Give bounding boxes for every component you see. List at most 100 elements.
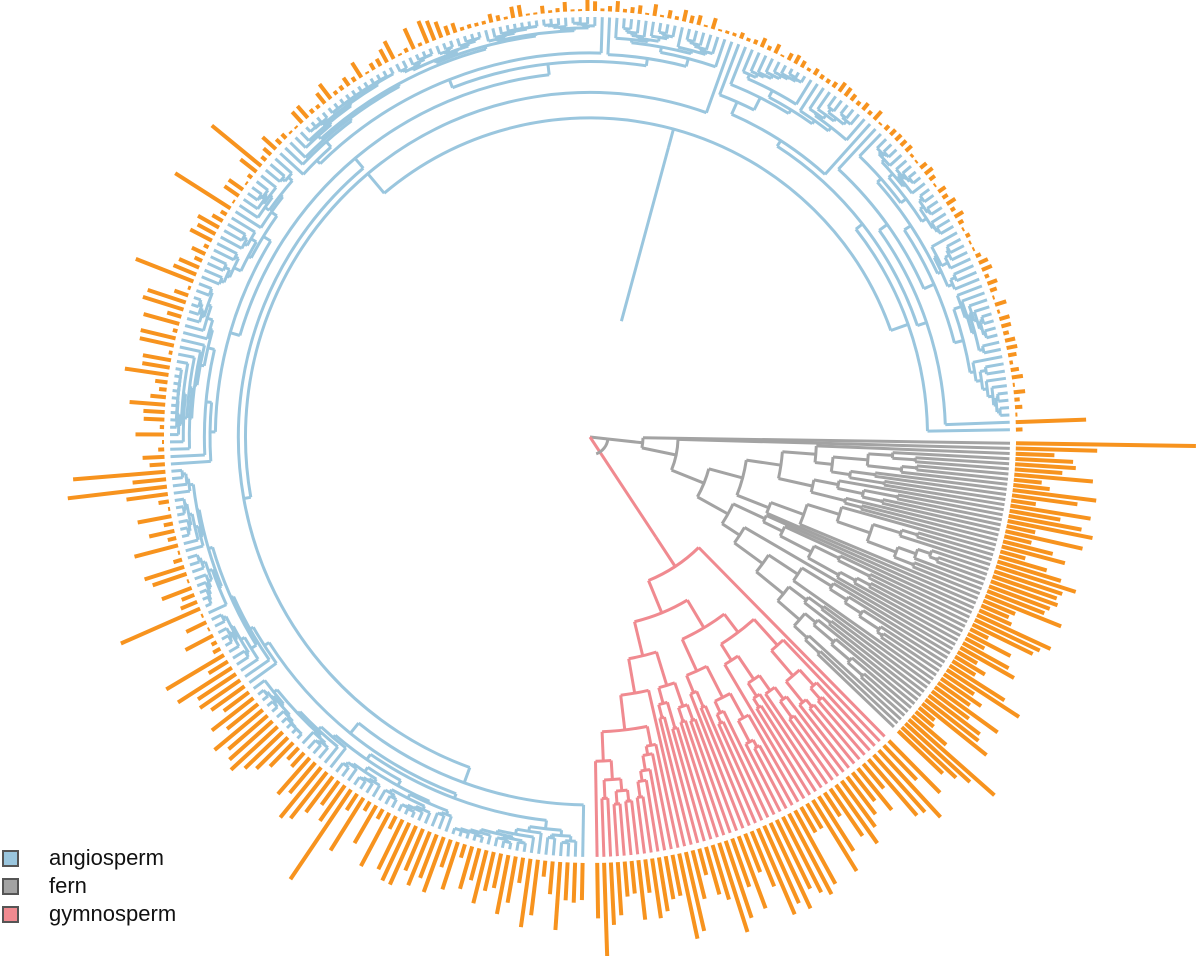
tree-branch (861, 504, 998, 542)
tree-arc (799, 109, 830, 133)
bar (954, 654, 986, 677)
tree-arc (830, 638, 837, 646)
bar (877, 748, 942, 819)
tree-branch (850, 469, 876, 477)
bar (150, 393, 167, 400)
tree-arc (768, 95, 814, 126)
bar (211, 213, 224, 223)
tree-branch (299, 131, 310, 142)
tree-branch (807, 596, 824, 609)
bar (717, 842, 750, 933)
bar (227, 178, 245, 192)
tree-branch (981, 312, 992, 319)
bar (799, 806, 818, 834)
tree-branch (856, 576, 871, 587)
bar (210, 123, 263, 168)
tree-branch (279, 152, 305, 176)
tree-branch (462, 35, 468, 43)
tree-branch (642, 20, 648, 38)
bar (996, 309, 1001, 314)
tree-arc (806, 545, 816, 559)
tree-branch (651, 753, 673, 850)
bar (274, 137, 283, 146)
legend-label: fern (49, 873, 87, 898)
tree-branch (991, 384, 1007, 389)
tree-branch (671, 728, 706, 842)
tree-arc (631, 34, 645, 39)
tree-branch (878, 223, 889, 232)
bar (368, 62, 376, 71)
tree-branch (677, 707, 685, 722)
tree-branch (182, 331, 208, 341)
bar (231, 199, 236, 204)
tree-branch (321, 111, 329, 119)
bar (280, 132, 288, 140)
tree-arc (770, 638, 785, 652)
tree-arc (915, 532, 920, 538)
tree-branch (863, 488, 898, 499)
tree-branch (685, 704, 695, 721)
bar (949, 206, 956, 213)
tree-arc (210, 569, 228, 606)
tree-branch (862, 672, 909, 713)
bar (315, 103, 321, 110)
tree-arc (459, 39, 476, 48)
tree-branch (834, 638, 916, 705)
tree-branch (813, 112, 818, 117)
tree-arc (846, 656, 854, 664)
tree-arc (996, 393, 1000, 402)
bar (752, 38, 759, 45)
tree-arc (776, 585, 791, 602)
tree-branch (657, 687, 665, 704)
tree-arc (898, 529, 904, 537)
tree-arc (236, 167, 471, 769)
tree-branch (736, 719, 751, 743)
bar (450, 22, 458, 34)
bar (850, 771, 877, 803)
bar (878, 121, 883, 126)
tree-branch (319, 122, 324, 126)
tree-branch (829, 587, 848, 602)
tree-branch (892, 451, 1010, 461)
tree-branch (945, 420, 1010, 427)
tree-branch (755, 570, 785, 595)
tree-branch (916, 464, 1009, 476)
bar (980, 603, 1010, 620)
tree-branch (618, 803, 626, 856)
bar (124, 366, 169, 377)
tree-branch (294, 136, 307, 149)
tree-branch (979, 369, 987, 373)
tree-branch (213, 248, 235, 262)
bar (793, 809, 838, 885)
tree-branch (831, 470, 851, 477)
tree-arc (285, 716, 297, 729)
tree-branch (853, 581, 959, 642)
bar (990, 579, 1059, 608)
tree-branch (198, 556, 201, 560)
tree-branch (251, 186, 263, 196)
bar (262, 146, 273, 157)
tree-branch (881, 501, 1000, 532)
bar (158, 499, 170, 505)
tree-branch (820, 607, 928, 689)
bar (255, 735, 290, 771)
tree-branch (614, 790, 619, 805)
tree-branch (216, 242, 238, 256)
tree-branch (685, 674, 695, 694)
tree-branch (185, 544, 204, 553)
tree-branch (194, 573, 207, 581)
bar (799, 60, 807, 69)
bar (167, 536, 177, 543)
tree-arc (785, 668, 801, 683)
bar (141, 361, 171, 370)
tree-arc (755, 704, 762, 710)
bar (974, 252, 982, 259)
bar-ring (67, 0, 1196, 956)
tree-branch (670, 468, 705, 485)
tree-branch (675, 727, 713, 840)
bar (308, 108, 315, 115)
tree-branch (614, 17, 619, 39)
bar (736, 835, 768, 909)
tree-arc (843, 596, 850, 604)
tree-arc (620, 688, 649, 697)
